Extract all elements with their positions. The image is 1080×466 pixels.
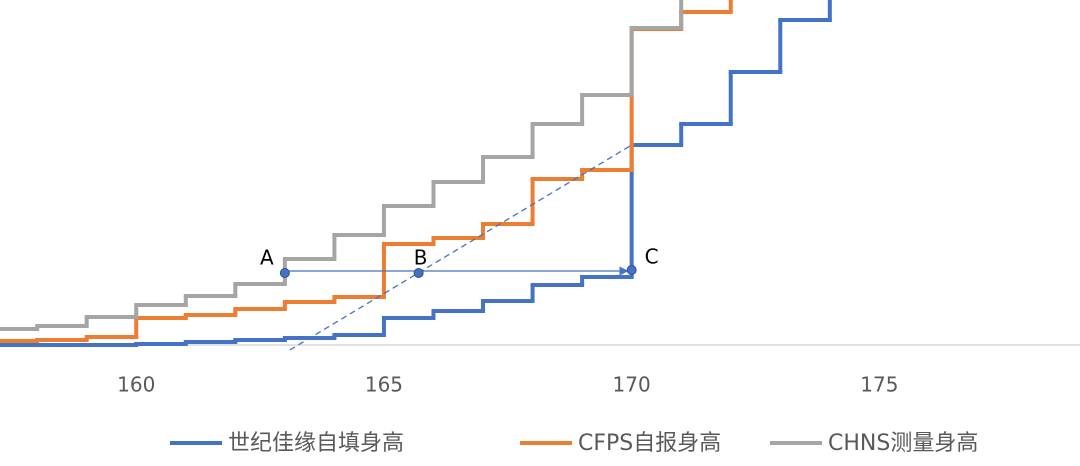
legend-label: CHNS测量身高 xyxy=(828,431,978,456)
x-tick-label: 165 xyxy=(365,373,403,397)
point xyxy=(413,268,424,278)
legend-label: CFPS自报身高 xyxy=(578,431,721,456)
step-line xyxy=(0,0,733,343)
x-tick-label: 170 xyxy=(613,373,651,397)
x-tick-label: 160 xyxy=(117,373,155,397)
point-label: B xyxy=(414,246,428,270)
step-line xyxy=(0,0,684,331)
point-label: C xyxy=(645,245,659,269)
point xyxy=(626,265,637,275)
legend-label: 世纪佳缘自填身高 xyxy=(228,431,404,456)
x-tick-label: 175 xyxy=(860,373,898,397)
guide-line xyxy=(289,144,632,351)
point xyxy=(279,268,290,278)
step-line xyxy=(0,0,832,347)
point-label: A xyxy=(260,246,274,270)
